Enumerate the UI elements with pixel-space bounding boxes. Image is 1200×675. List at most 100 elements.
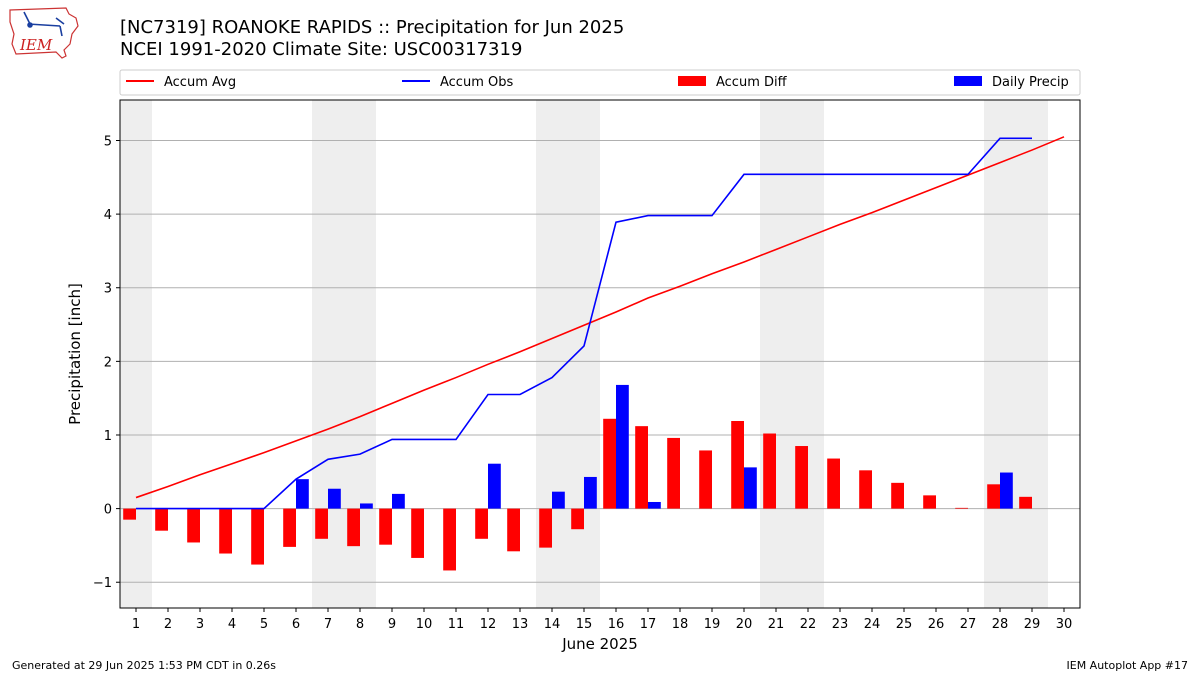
accum-diff-bar-9 <box>379 508 392 545</box>
x-tick-label-3: 3 <box>196 617 204 632</box>
weekend-shade-4 <box>760 100 824 608</box>
daily-precip-bar-16 <box>616 384 629 509</box>
accum-diff-bar-5 <box>251 508 264 565</box>
accum-diff-bar-16 <box>603 418 616 509</box>
accum-diff-bar-21 <box>763 433 776 509</box>
x-tick-label-11: 11 <box>448 617 465 632</box>
logo-text: IEM <box>19 36 53 54</box>
x-tick-label-19: 19 <box>704 617 721 632</box>
x-tick-label-8: 8 <box>356 617 364 632</box>
daily-precip-bar-15 <box>584 476 597 509</box>
accum-diff-bar-4 <box>219 508 232 554</box>
accum-diff-bar-18 <box>667 437 680 509</box>
x-tick-label-18: 18 <box>672 617 689 632</box>
accum-diff-bar-8 <box>347 508 360 547</box>
weekend-shade-1 <box>120 100 152 608</box>
legend-swatch-daily-precip <box>954 76 982 86</box>
x-tick-label-7: 7 <box>324 617 332 632</box>
x-tick-label-20: 20 <box>736 617 753 632</box>
x-tick-label-27: 27 <box>960 617 977 632</box>
daily-precip-bar-9 <box>392 493 405 509</box>
accum-avg-line <box>135 136 1065 499</box>
accum-diff-bar-12 <box>475 508 488 539</box>
accum-diff-bar-10 <box>411 508 424 558</box>
accum-diff-bar-29 <box>1019 496 1032 509</box>
daily-precip-bar-17 <box>648 501 661 509</box>
x-tick-label-1: 1 <box>132 617 140 632</box>
weather-station-icon <box>23 11 65 37</box>
x-tick-label-12: 12 <box>480 617 497 632</box>
x-tick-label-28: 28 <box>992 617 1009 632</box>
x-tick-label-21: 21 <box>768 617 785 632</box>
x-tick-label-17: 17 <box>640 617 657 632</box>
legend-label-daily-precip: Daily Precip <box>992 75 1069 90</box>
daily-precip-bar-20 <box>744 467 757 509</box>
x-tick-label-4: 4 <box>228 617 236 632</box>
daily-precip-bar-12 <box>488 463 501 509</box>
x-tick-label-2: 2 <box>164 617 172 632</box>
accum-diff-bar-11 <box>443 508 456 571</box>
x-tick-label-9: 9 <box>388 617 396 632</box>
weekend-shading <box>120 100 1048 608</box>
legend-label-accum-diff: Accum Diff <box>716 75 788 90</box>
footer-generated-text: Generated at 29 Jun 2025 1:53 PM CDT in … <box>12 659 277 672</box>
daily-precip-bar-7 <box>328 488 341 509</box>
accum-diff-bar-27 <box>955 507 968 509</box>
accum-diff-bar-15 <box>571 508 584 530</box>
accum-diff-bar-22 <box>795 446 808 509</box>
chart-title: [NC7319] ROANOKE RAPIDS :: Precipitation… <box>120 17 625 38</box>
accum-diff-bar-1 <box>123 508 136 520</box>
chart-subtitle: NCEI 1991-2020 Climate Site: USC00317319 <box>120 39 523 60</box>
footer-app-text: IEM Autoplot App #17 <box>1066 659 1189 672</box>
accum-diff-bar-26 <box>923 495 936 509</box>
x-tick-label-23: 23 <box>832 617 849 632</box>
accum-diff-bar-17 <box>635 426 648 509</box>
accum-diff-bar-19 <box>699 450 712 509</box>
x-tick-label-6: 6 <box>292 617 300 632</box>
plot-frame <box>119 99 1081 609</box>
x-tick-label-10: 10 <box>416 617 433 632</box>
bars <box>123 384 1032 571</box>
y-axis-ticks: −1 0 1 2 3 4 5 <box>93 134 120 591</box>
x-tick-label-13: 13 <box>512 617 529 632</box>
accum-diff-bar-24 <box>859 470 872 509</box>
accum-diff-bar-14 <box>539 508 552 548</box>
x-tick-label-14: 14 <box>544 617 561 632</box>
x-axis-label: June 2025 <box>561 635 638 653</box>
legend-frame <box>119 69 1081 96</box>
y-tick-label--1: −1 <box>93 576 112 591</box>
iowa-outline-shape <box>9 7 79 59</box>
accum-diff-bar-20 <box>731 420 744 509</box>
accum-diff-bar-13 <box>507 508 520 552</box>
accum-diff-bar-23 <box>827 458 840 509</box>
y-tick-label-4: 4 <box>104 208 112 223</box>
x-tick-label-26: 26 <box>928 617 945 632</box>
accum-obs-line <box>136 137 1032 510</box>
y-tick-label-5: 5 <box>104 134 112 149</box>
y-axis-label: Precipitation [inch] <box>66 283 84 425</box>
grid-lines <box>120 139 1080 583</box>
x-tick-label-22: 22 <box>800 617 817 632</box>
legend-label-accum-avg: Accum Avg <box>164 75 236 90</box>
x-tick-label-25: 25 <box>896 617 913 632</box>
accum-diff-bar-28 <box>987 484 1000 509</box>
y-tick-label-2: 2 <box>104 355 112 370</box>
x-axis-ticks: 1 2 3 4 5 6 7 8 9 10 11 12 13 14 15 16 17 18 19 20 21 22 23 24 2… <box>132 608 1072 632</box>
x-tick-label-15: 15 <box>576 617 593 632</box>
daily-precip-bar-8 <box>360 503 373 509</box>
weekend-shade-5 <box>984 100 1048 608</box>
iem-logo: IEM <box>9 7 79 59</box>
accum-diff-bar-2 <box>155 508 168 531</box>
daily-precip-bar-6 <box>296 479 309 509</box>
x-tick-label-5: 5 <box>260 617 268 632</box>
accum-diff-bar-3 <box>187 508 200 543</box>
x-tick-label-16: 16 <box>608 617 625 632</box>
y-tick-label-3: 3 <box>104 282 112 297</box>
daily-precip-bar-14 <box>552 491 565 509</box>
accum-diff-bar-6 <box>283 508 296 547</box>
y-tick-label-0: 0 <box>104 503 112 518</box>
accum-diff-bar-7 <box>315 508 328 539</box>
accum-diff-bar-25 <box>891 482 904 509</box>
lines <box>135 136 1065 510</box>
